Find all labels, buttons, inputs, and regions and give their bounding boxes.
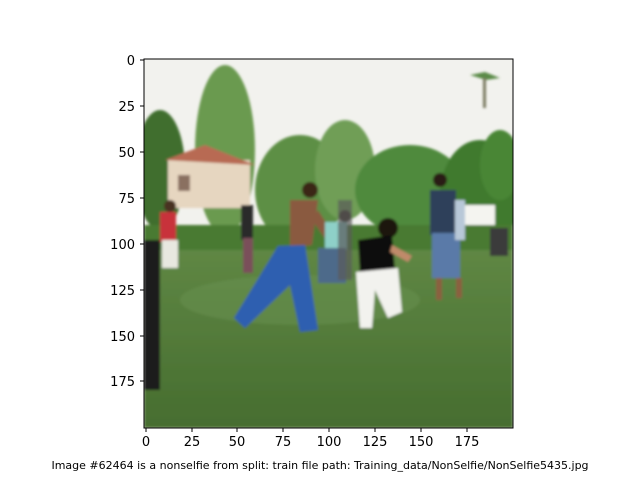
y-tick-label: 75 xyxy=(118,192,135,207)
x-tick-label: 175 xyxy=(455,435,480,450)
y-tick-label: 0 xyxy=(127,54,135,69)
y-tick-label: 100 xyxy=(110,238,135,253)
y-tick-label: 175 xyxy=(110,375,135,390)
y-tick-label: 25 xyxy=(118,100,135,115)
photo xyxy=(144,59,513,428)
x-tick-label: 50 xyxy=(229,435,246,450)
y-tick-label: 50 xyxy=(118,146,135,161)
figure-caption: Image #62464 is a nonselfie from split: … xyxy=(51,459,589,472)
x-tick-label: 25 xyxy=(184,435,201,450)
x-tick-label: 125 xyxy=(363,435,388,450)
x-tick-label: 100 xyxy=(317,435,342,450)
y-tick-label: 150 xyxy=(110,330,135,345)
x-tick-label: 75 xyxy=(275,435,292,450)
x-tick-label: 0 xyxy=(142,435,150,450)
x-tick-label: 150 xyxy=(409,435,434,450)
y-axis: 0 25 50 75 100 125 150 175 xyxy=(110,54,144,390)
x-axis: 0 25 50 75 100 125 150 175 xyxy=(142,428,480,450)
y-tick-label: 125 xyxy=(110,284,135,299)
